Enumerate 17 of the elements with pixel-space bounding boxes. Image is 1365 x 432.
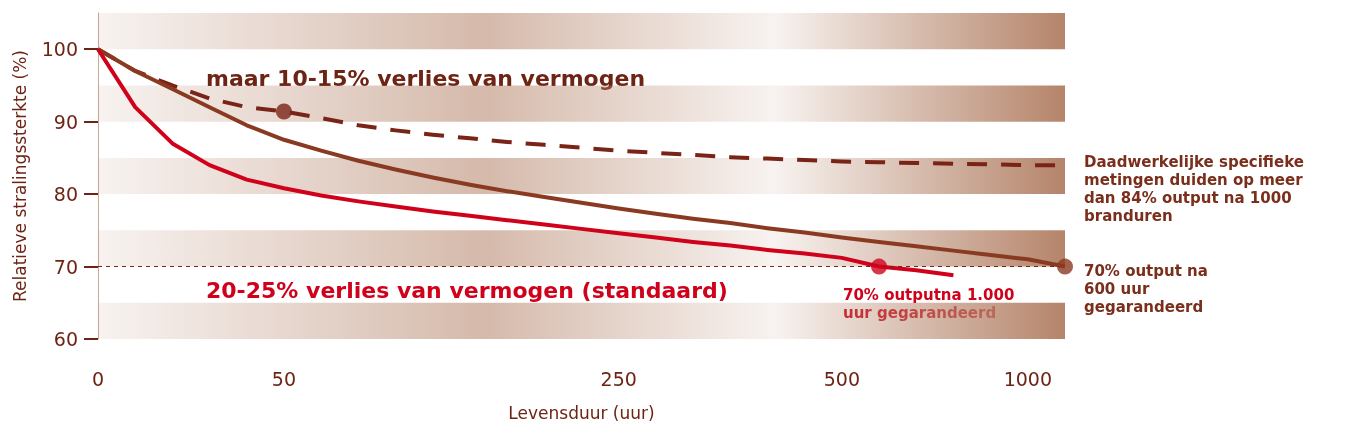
x-axis-title: Levensduur (uur) (508, 402, 655, 423)
x-tick-label: 500 (823, 367, 860, 390)
text: Daadwerkelijke specifieke metingen duiden op meer dan 84% output na 1000 branduren (1084, 153, 1310, 225)
annotation: 70% outputna 1.000 uur gegarandeerd (843, 286, 1020, 322)
text: 70% output na 600 uur gegarandeerd (1084, 262, 1214, 316)
annotation: maar 10-15% verlies van vermogen (206, 66, 646, 91)
y-tick-label: 60 (53, 328, 78, 350)
y-tick-label: 100 (41, 38, 78, 61)
x-tick-label: 50 (271, 367, 297, 390)
x-tick-label: 250 (600, 367, 637, 390)
x-tick-label: 1000 (1003, 367, 1052, 390)
y-tick-label: 90 (53, 110, 78, 133)
y-tick-label: 70 (53, 255, 78, 278)
y-tick-label: 80 (53, 183, 78, 206)
y-axis-title: Relatieve stralingssterkte (%) (9, 50, 30, 302)
annotation: 20-25% verlies van vermogen (standaard) (206, 278, 728, 303)
x-tick-label: 0 (91, 367, 105, 390)
